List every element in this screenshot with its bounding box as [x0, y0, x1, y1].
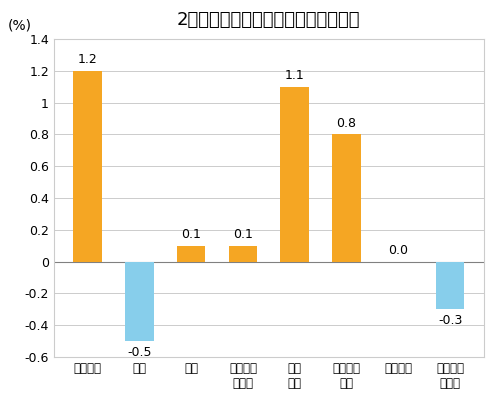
Y-axis label: (%): (%) [7, 18, 31, 32]
Bar [177, 246, 205, 261]
Text: -0.5: -0.5 [127, 346, 151, 359]
Bar [73, 71, 102, 261]
Bar [125, 261, 153, 341]
Text: 0.0: 0.0 [388, 244, 408, 257]
Text: 0.1: 0.1 [233, 228, 253, 241]
Bar [229, 246, 257, 261]
Text: -0.3: -0.3 [438, 314, 462, 327]
Bar [436, 261, 464, 309]
Text: 1.2: 1.2 [78, 53, 98, 66]
Title: 2月份居民消费价格分类别环比涨跌幅: 2月份居民消费价格分类别环比涨跌幅 [177, 11, 360, 29]
Bar [332, 134, 361, 261]
Bar [281, 87, 309, 261]
Text: 0.1: 0.1 [181, 228, 201, 241]
Text: 1.1: 1.1 [285, 69, 304, 82]
Text: 0.8: 0.8 [337, 117, 356, 130]
